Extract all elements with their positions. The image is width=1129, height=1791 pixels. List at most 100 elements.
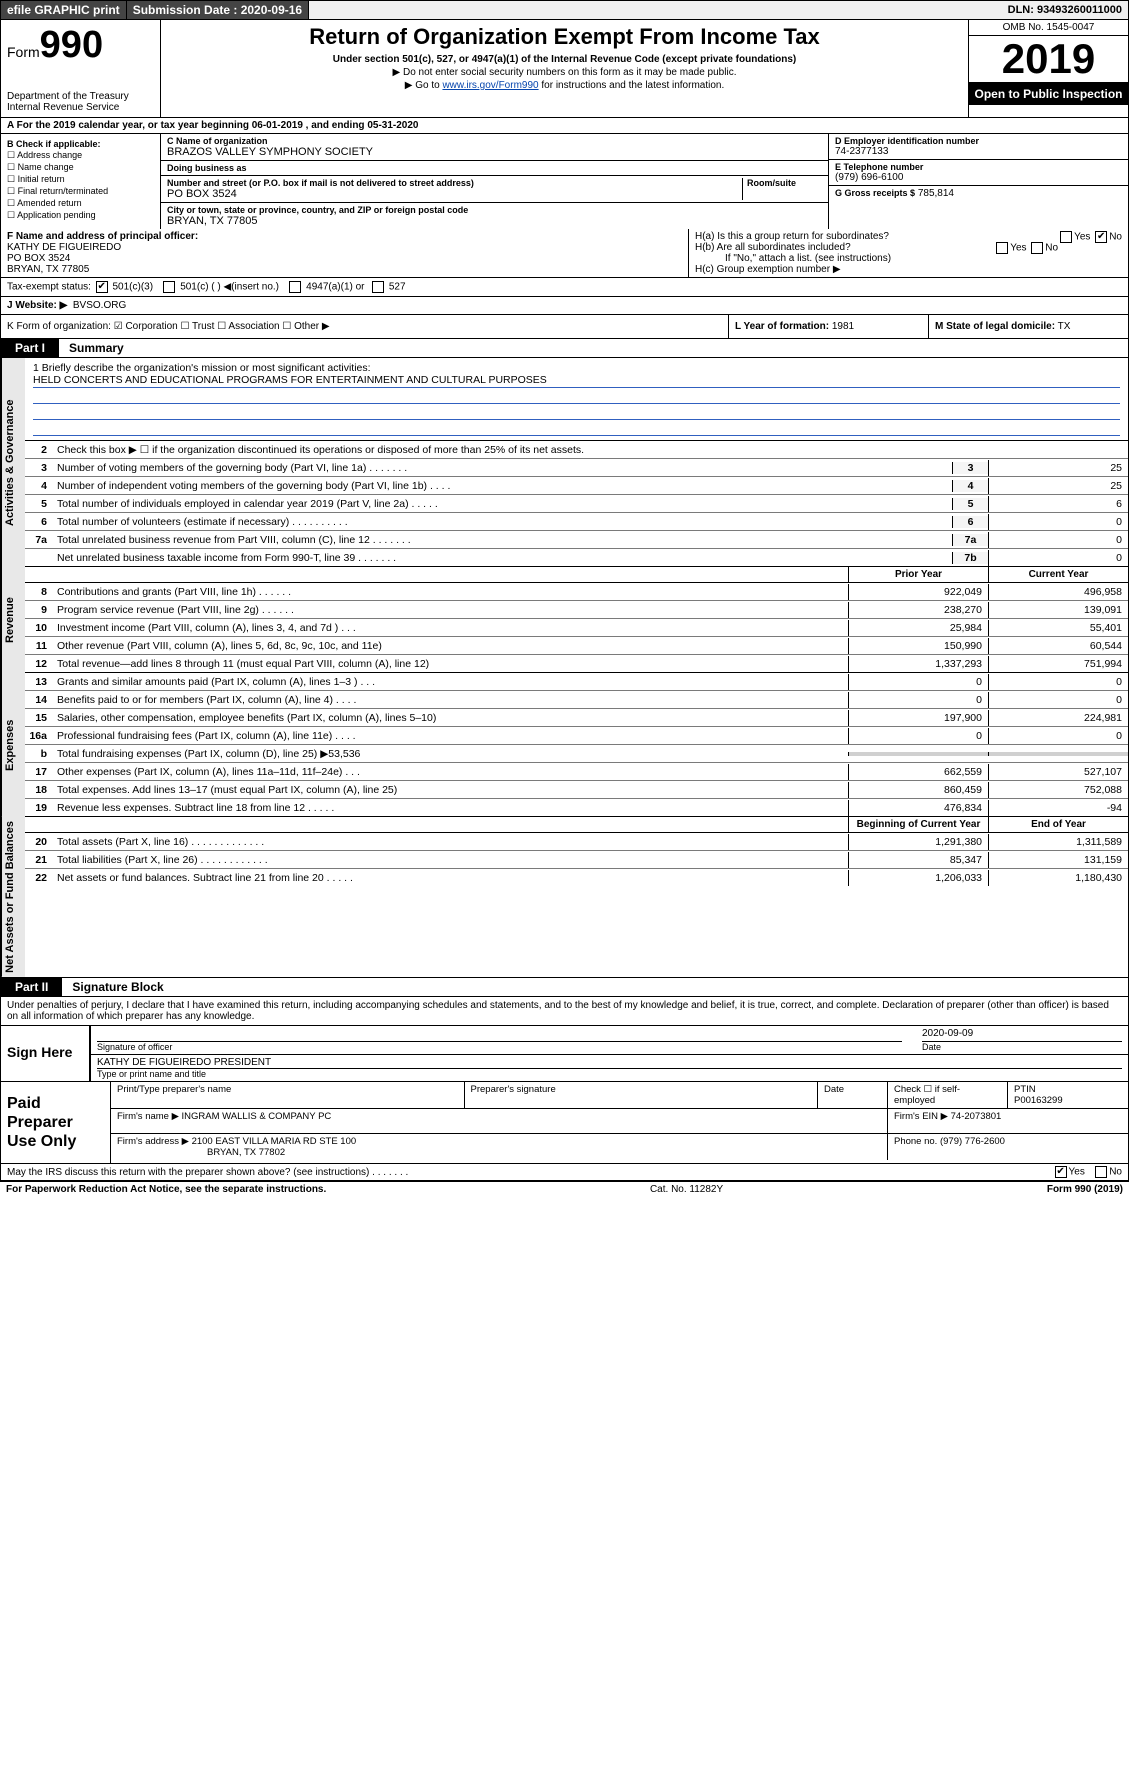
firm-addr1: 2100 EAST VILLA MARIA RD STE 100: [192, 1136, 357, 1147]
paid-preparer-label: Paid Preparer Use Only: [1, 1082, 111, 1164]
sign-date: 2020-09-09: [922, 1028, 1122, 1042]
na21-prior: 85,347: [848, 852, 988, 868]
section-governance: Activities & Governance 1 Briefly descri…: [0, 358, 1129, 567]
sign-here-label: Sign Here: [1, 1026, 91, 1081]
open-to-public: Open to Public Inspection: [969, 82, 1128, 105]
chk-4947[interactable]: [289, 281, 301, 293]
rev8-cur: 496,958: [988, 584, 1128, 600]
instructions-note: ▶ Go to www.irs.gov/Form990 for instruct…: [169, 80, 960, 91]
exp13-cur: 0: [988, 674, 1128, 690]
year-formation: 1981: [832, 321, 854, 332]
form-title: Return of Organization Exempt From Incom…: [169, 24, 960, 50]
efile-topbar: efile GRAPHIC print Submission Date : 20…: [0, 0, 1129, 20]
val-7a: 0: [988, 532, 1128, 548]
exp19-cur: -94: [988, 800, 1128, 816]
exp17-cur: 527,107: [988, 764, 1128, 780]
chk-501c3[interactable]: [96, 281, 108, 293]
exp17-prior: 662,559: [848, 764, 988, 780]
efile-print-button[interactable]: efile GRAPHIC print: [1, 1, 127, 19]
firm-ein: 74-2073801: [951, 1111, 1002, 1122]
rev11-prior: 150,990: [848, 638, 988, 654]
exp14-prior: 0: [848, 692, 988, 708]
form-footer: Form 990 (2019): [1047, 1184, 1123, 1195]
chk-initial-return[interactable]: ☐ Initial return: [7, 174, 154, 185]
val-7b: 0: [988, 550, 1128, 566]
exp16b-cur: [988, 752, 1128, 756]
firm-name: INGRAM WALLIS & COMPANY PC: [182, 1111, 332, 1122]
exp16a-prior: 0: [848, 728, 988, 744]
na20-prior: 1,291,380: [848, 834, 988, 850]
h-a: H(a) Is this a group return for subordin…: [695, 231, 1122, 242]
rev9-cur: 139,091: [988, 602, 1128, 618]
chk-527[interactable]: [372, 281, 384, 293]
rev9-prior: 238,270: [848, 602, 988, 618]
exp14-cur: 0: [988, 692, 1128, 708]
rev11-cur: 60,544: [988, 638, 1128, 654]
rev10-prior: 25,984: [848, 620, 988, 636]
chk-final-return[interactable]: ☐ Final return/terminated: [7, 186, 154, 197]
chk-address-change[interactable]: ☐ Address change: [7, 150, 154, 161]
signature-block: Under penalties of perjury, I declare th…: [0, 997, 1129, 1165]
pra-notice: For Paperwork Reduction Act Notice, see …: [6, 1184, 326, 1195]
row-f-h: F Name and address of principal officer:…: [0, 229, 1129, 278]
dept-treasury: Department of the Treasury: [7, 91, 154, 102]
exp16a-cur: 0: [988, 728, 1128, 744]
discuss-no[interactable]: [1095, 1166, 1107, 1178]
firm-phone: (979) 776-2600: [940, 1136, 1005, 1147]
instructions-link[interactable]: www.irs.gov/Form990: [442, 80, 538, 91]
form-number: Form990: [7, 24, 154, 67]
officer-name: KATHY DE FIGUEIREDO: [7, 242, 682, 253]
na20-cur: 1,311,589: [988, 834, 1128, 850]
dln: DLN: 93493260011000: [1002, 2, 1128, 18]
telephone: (979) 696-6100: [835, 172, 1122, 183]
footer-bar: For Paperwork Reduction Act Notice, see …: [0, 1181, 1129, 1197]
gross-receipts: 785,814: [918, 188, 954, 199]
city-state-zip: BRYAN, TX 77805: [167, 215, 822, 227]
tax-exempt-row: Tax-exempt status: 501(c)(3) 501(c) ( ) …: [0, 278, 1129, 297]
section-revenue: Revenue Prior YearCurrent Year 8Contribu…: [0, 567, 1129, 673]
discuss-yes[interactable]: [1055, 1166, 1067, 1178]
val-6: 0: [988, 514, 1128, 530]
val-5: 6: [988, 496, 1128, 512]
tax-year: 2019: [969, 36, 1128, 82]
part2-header: Part II Signature Block: [0, 978, 1129, 997]
ein: 74-2377133: [835, 146, 1122, 157]
h-c: H(c) Group exemption number ▶: [695, 264, 1122, 275]
exp13-prior: 0: [848, 674, 988, 690]
officer-name-title: KATHY DE FIGUEIREDO PRESIDENT: [97, 1057, 1122, 1069]
chk-501c[interactable]: [163, 281, 175, 293]
vtab-governance: Activities & Governance: [1, 358, 25, 567]
vtab-expenses: Expenses: [1, 673, 25, 817]
form-header: Form990 Department of the Treasury Inter…: [0, 20, 1129, 118]
na22-cur: 1,180,430: [988, 870, 1128, 886]
rev12-cur: 751,994: [988, 656, 1128, 672]
website-url[interactable]: BVSO.ORG: [73, 300, 126, 311]
state-domicile: TX: [1058, 321, 1071, 332]
chk-application-pending[interactable]: ☐ Application pending: [7, 210, 154, 221]
chk-name-change[interactable]: ☐ Name change: [7, 162, 154, 173]
irs-label: Internal Revenue Service: [7, 102, 154, 113]
street-address: PO BOX 3524: [167, 188, 742, 200]
box-d-e-g: D Employer identification number 74-2377…: [828, 134, 1128, 229]
box-b: B Check if applicable: ☐ Address change …: [1, 134, 161, 229]
rev12-prior: 1,337,293: [848, 656, 988, 672]
officer-addr1: PO BOX 3524: [7, 253, 682, 264]
na21-cur: 131,159: [988, 852, 1128, 868]
exp18-cur: 752,088: [988, 782, 1128, 798]
paid-preparer: Paid Preparer Use Only Print/Type prepar…: [1, 1081, 1128, 1164]
org-info-grid: B Check if applicable: ☐ Address change …: [0, 134, 1129, 229]
submission-date: Submission Date : 2020-09-16: [127, 1, 309, 19]
website-row: J Website: ▶ BVSO.ORG: [0, 297, 1129, 315]
discuss-row: May the IRS discuss this return with the…: [0, 1164, 1129, 1181]
part1-header: Part I Summary: [0, 339, 1129, 358]
tax-period: A For the 2019 calendar year, or tax yea…: [0, 118, 1129, 134]
section-net-assets: Net Assets or Fund Balances Beginning of…: [0, 817, 1129, 978]
mission-label: 1 Briefly describe the organization's mi…: [33, 362, 1120, 374]
firm-addr2: BRYAN, TX 77802: [207, 1147, 285, 1158]
box-c: C Name of organization BRAZOS VALLEY SYM…: [161, 134, 828, 229]
row-k-l-m: K Form of organization: ☑ Corporation ☐ …: [0, 315, 1129, 339]
chk-amended[interactable]: ☐ Amended return: [7, 198, 154, 209]
vtab-revenue: Revenue: [1, 567, 25, 673]
section-expenses: Expenses 13Grants and similar amounts pa…: [0, 673, 1129, 817]
cat-no: Cat. No. 11282Y: [326, 1184, 1047, 1195]
